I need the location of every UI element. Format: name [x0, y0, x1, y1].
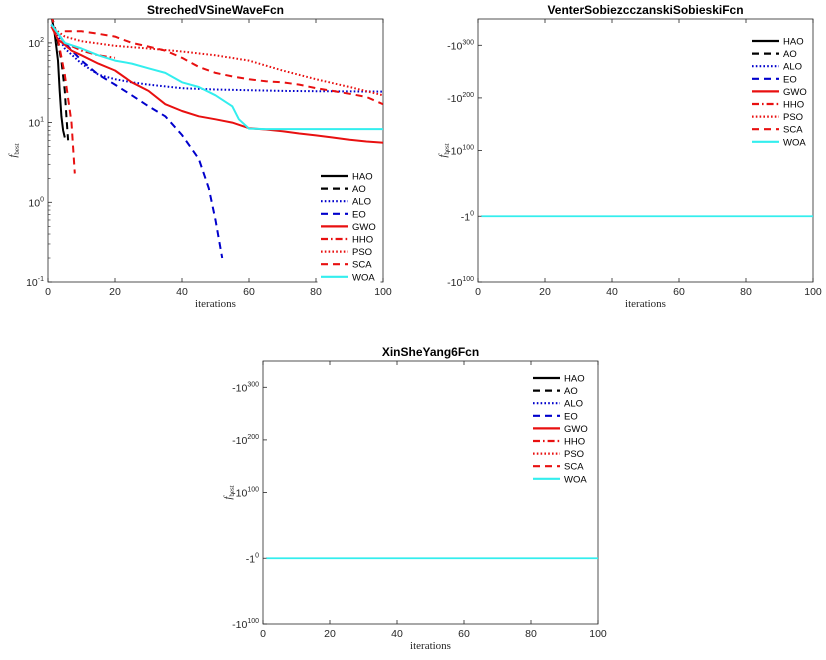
- x-tick-label: 20: [539, 286, 551, 298]
- legend-label-alo: ALO: [783, 62, 802, 73]
- chart-title: XinSheYang6Fcn: [382, 345, 479, 359]
- series-ao: [51, 19, 70, 141]
- legend-label-ao: AO: [564, 386, 578, 397]
- legend-label-sca: SCA: [352, 260, 372, 271]
- x-tick-label: 0: [45, 286, 51, 298]
- legend-label-woa: WOA: [352, 272, 375, 283]
- series-gwo: [50, 26, 383, 144]
- legend-label-hho: HHO: [564, 437, 585, 448]
- legend-label-sca: SCA: [783, 125, 803, 136]
- legend-label-ao: AO: [352, 184, 366, 195]
- legend-label-hao: HAO: [352, 172, 373, 183]
- x-tick-label: 60: [673, 286, 685, 298]
- x-tick-label: 0: [475, 286, 481, 298]
- x-tick-label: 40: [391, 628, 403, 640]
- series-woa: [50, 23, 383, 131]
- legend-label-eo: EO: [564, 411, 578, 422]
- legend-label-ao: AO: [783, 49, 797, 60]
- series-sca: [64, 30, 383, 106]
- legend-label-woa: WOA: [564, 474, 587, 485]
- legend-label-gwo: GWO: [564, 424, 588, 435]
- y-axis-label: fbest: [222, 485, 236, 499]
- y-tick-label: 101: [28, 117, 44, 130]
- x-axis-label: iterations: [195, 298, 236, 310]
- legend-label-alo: ALO: [564, 399, 583, 410]
- y-tick-label: 100: [28, 196, 44, 209]
- legend-label-gwo: GWO: [783, 87, 807, 98]
- y-tick-label: -10200: [447, 92, 474, 105]
- x-tick-label: 40: [606, 286, 618, 298]
- x-tick-label: 100: [374, 286, 392, 298]
- legend-label-hho: HHO: [352, 235, 373, 246]
- chart-title: StrechedVSineWaveFcn: [147, 3, 284, 17]
- legend-label-alo: ALO: [352, 197, 371, 208]
- legend-label-gwo: GWO: [352, 222, 376, 233]
- x-tick-label: 100: [804, 286, 822, 298]
- x-tick-label: 60: [458, 628, 470, 640]
- chart-title: VenterSobiezcczanskiSobieskiFcn: [547, 3, 743, 17]
- y-tick-label: 102: [28, 37, 44, 50]
- y-tick-label: -10300: [232, 381, 259, 394]
- x-tick-label: 40: [176, 286, 188, 298]
- y-tick-label: -10100: [232, 618, 259, 631]
- x-axis-label: iterations: [625, 298, 666, 310]
- x-axis-label: iterations: [410, 640, 451, 652]
- legend-label-eo: EO: [783, 74, 797, 85]
- x-tick-label: 100: [589, 628, 607, 640]
- legend-label-hao: HAO: [783, 37, 804, 48]
- legend-label-pso: PSO: [352, 247, 372, 258]
- legend-label-eo: EO: [352, 209, 366, 220]
- series-pso: [50, 25, 383, 97]
- x-tick-label: 0: [260, 628, 266, 640]
- y-tick-label: -10100: [232, 487, 259, 500]
- y-tick-label: -10100: [447, 145, 474, 158]
- x-tick-label: 20: [109, 286, 121, 298]
- series-group: [50, 19, 383, 259]
- plot-xinsheyang: XinSheYang6Fcn 0 20 40 60 80 100 iterations fbes…: [222, 345, 607, 652]
- legend-label-woa: WOA: [783, 137, 806, 148]
- legend-label-sca: SCA: [564, 462, 584, 473]
- y-tick-label: -10300: [447, 39, 474, 52]
- legend-label-hao: HAO: [564, 374, 585, 385]
- x-tick-label: 20: [324, 628, 336, 640]
- plot-streched: StrechedVSineWaveFcn 0 20 40 60 80 100 iteratio…: [7, 3, 392, 310]
- series-alo: [50, 24, 383, 93]
- y-tick-label: -10200: [232, 434, 259, 447]
- legend-label-pso: PSO: [564, 449, 584, 460]
- y-tick-label: -10100: [447, 276, 474, 289]
- y-tick-label: -10: [461, 210, 474, 223]
- legend-label-hho: HHO: [783, 100, 804, 111]
- y-tick-label: -10: [246, 552, 259, 565]
- y-tick-label: 10-1: [26, 276, 44, 289]
- y-axis-label: fbest: [7, 143, 21, 157]
- series-eo: [50, 23, 224, 259]
- x-tick-label: 80: [525, 628, 537, 640]
- plot-venter: VenterSobiezcczanskiSobieskiFcn 0 20 40 60 80…: [437, 3, 822, 310]
- x-tick-label: 80: [740, 286, 752, 298]
- legend-label-pso: PSO: [783, 112, 803, 123]
- x-tick-label: 80: [310, 286, 322, 298]
- y-axis-label: fbest: [437, 143, 451, 157]
- x-tick-label: 60: [243, 286, 255, 298]
